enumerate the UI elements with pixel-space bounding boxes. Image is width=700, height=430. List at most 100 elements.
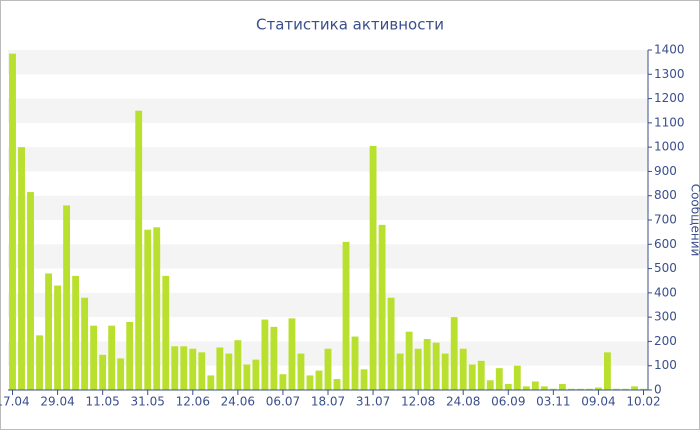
bar bbox=[45, 273, 52, 390]
x-tick-label: 31.05 bbox=[131, 395, 165, 409]
bar bbox=[207, 375, 215, 390]
bar bbox=[180, 346, 188, 390]
bar bbox=[513, 365, 521, 390]
bar bbox=[225, 353, 233, 390]
y-tick-label: 1100 bbox=[654, 115, 685, 129]
bar bbox=[198, 352, 206, 390]
bar bbox=[288, 318, 296, 390]
bar bbox=[27, 192, 34, 390]
bar bbox=[261, 319, 269, 390]
y-axis-label: Сообщений bbox=[689, 184, 700, 257]
grid-band bbox=[8, 50, 648, 75]
bar bbox=[63, 205, 71, 390]
grid-band bbox=[8, 244, 648, 269]
bar bbox=[252, 359, 260, 390]
bar bbox=[36, 335, 43, 390]
y-tick-label: 900 bbox=[654, 164, 677, 178]
bar bbox=[396, 353, 404, 390]
x-tick-label: 11.05 bbox=[85, 395, 119, 409]
grid-band bbox=[8, 292, 648, 318]
bar bbox=[189, 348, 197, 390]
x-tick-label: 03.11 bbox=[536, 395, 570, 409]
y-tick-label: 300 bbox=[654, 310, 677, 324]
bar bbox=[243, 364, 251, 390]
y-tick-label: 100 bbox=[654, 358, 677, 372]
bar bbox=[144, 229, 152, 390]
x-tick-label: 06.09 bbox=[491, 395, 525, 409]
bar bbox=[99, 354, 107, 390]
x-tick-label: 29.04 bbox=[40, 395, 74, 409]
bar bbox=[162, 275, 170, 390]
x-tick-label: 31.07 bbox=[356, 395, 390, 409]
bar bbox=[558, 383, 566, 390]
chart-title: Статистика активности bbox=[256, 16, 444, 34]
y-tick-label: 400 bbox=[654, 285, 677, 299]
bar bbox=[531, 381, 539, 390]
bar bbox=[369, 145, 377, 390]
y-tick-label: 1000 bbox=[654, 140, 685, 154]
x-tick-label: 24.06 bbox=[221, 395, 255, 409]
bar bbox=[540, 386, 548, 390]
bar bbox=[414, 348, 422, 390]
bar bbox=[153, 227, 161, 390]
x-tick-label: 18.07 bbox=[311, 395, 345, 409]
bar bbox=[459, 348, 467, 390]
bar bbox=[360, 369, 368, 390]
bar bbox=[486, 380, 494, 390]
x-tick-label: 12.06 bbox=[176, 395, 210, 409]
bar bbox=[576, 388, 584, 390]
bar bbox=[333, 379, 341, 390]
grid-band bbox=[8, 147, 648, 172]
y-tick-label: 600 bbox=[654, 237, 677, 251]
bar bbox=[171, 346, 179, 390]
y-tick-label: 700 bbox=[654, 213, 677, 227]
bar bbox=[567, 388, 575, 390]
bar bbox=[90, 325, 98, 390]
bar bbox=[234, 340, 242, 390]
bar bbox=[54, 285, 62, 390]
bar bbox=[549, 388, 557, 390]
bar bbox=[450, 317, 458, 390]
bar bbox=[279, 374, 287, 390]
bar bbox=[126, 322, 134, 390]
y-tick-label: 800 bbox=[654, 188, 677, 202]
bar bbox=[135, 110, 143, 390]
y-tick-label: 1300 bbox=[654, 67, 685, 81]
bar bbox=[351, 336, 359, 390]
bar bbox=[405, 331, 413, 390]
bar bbox=[342, 241, 350, 390]
x-tick-label: 06.07 bbox=[266, 395, 300, 409]
y-tick-label: 200 bbox=[654, 334, 677, 348]
y-tick-label: 1400 bbox=[654, 43, 685, 57]
bar bbox=[640, 388, 647, 390]
bar bbox=[522, 386, 530, 390]
x-tick-label: 24.08 bbox=[446, 395, 480, 409]
bar bbox=[432, 342, 440, 390]
bar bbox=[72, 275, 80, 390]
bar bbox=[495, 368, 503, 390]
bar bbox=[306, 375, 314, 390]
x-tick-label: 17.04 bbox=[0, 395, 30, 409]
x-tick-label: 12.08 bbox=[401, 395, 435, 409]
grid-band bbox=[8, 98, 648, 123]
bar bbox=[378, 224, 386, 390]
bar bbox=[622, 388, 629, 390]
bar bbox=[468, 364, 476, 390]
bar bbox=[477, 360, 485, 390]
y-tick-label: 1200 bbox=[654, 91, 685, 105]
bar bbox=[613, 388, 620, 390]
bar bbox=[81, 297, 89, 390]
bar bbox=[117, 358, 125, 390]
bar bbox=[324, 348, 332, 390]
x-tick-label: 09.04 bbox=[581, 395, 615, 409]
bar bbox=[441, 353, 449, 390]
bar bbox=[504, 383, 512, 390]
x-tick-label: 10.02 bbox=[626, 395, 660, 409]
bar bbox=[604, 352, 611, 390]
grid-band bbox=[8, 195, 648, 220]
bar bbox=[387, 297, 395, 390]
bar bbox=[9, 53, 16, 391]
bar bbox=[297, 353, 305, 390]
y-tick-label: 500 bbox=[654, 261, 677, 275]
